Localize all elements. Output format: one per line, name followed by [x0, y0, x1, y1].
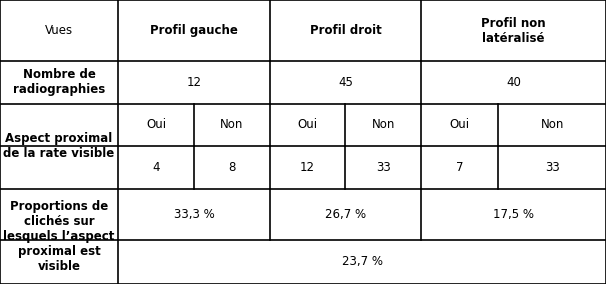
Text: Profil gauche: Profil gauche: [150, 24, 238, 37]
Text: 26,7 %: 26,7 %: [325, 208, 366, 221]
Text: 17,5 %: 17,5 %: [493, 208, 534, 221]
Text: 40: 40: [506, 76, 521, 89]
Text: Profil droit: Profil droit: [310, 24, 381, 37]
Text: Aspect proximal
de la rate visible: Aspect proximal de la rate visible: [4, 132, 115, 160]
Text: 33,3 %: 33,3 %: [173, 208, 215, 221]
Text: Non: Non: [220, 118, 244, 131]
Text: Vues: Vues: [45, 24, 73, 37]
Text: 8: 8: [228, 161, 236, 174]
Text: Non: Non: [371, 118, 395, 131]
Text: 33: 33: [376, 161, 391, 174]
Text: Proportions de
clichés sur
lesquels l’aspect
proximal est
visible: Proportions de clichés sur lesquels l’as…: [4, 200, 115, 273]
Text: 7: 7: [456, 161, 464, 174]
Text: Oui: Oui: [450, 118, 470, 131]
Text: 45: 45: [338, 76, 353, 89]
Text: Profil non
latéralisé: Profil non latéralisé: [481, 16, 546, 45]
Text: 12: 12: [187, 76, 201, 89]
Text: Oui: Oui: [146, 118, 166, 131]
Text: 4: 4: [152, 161, 160, 174]
Text: 12: 12: [300, 161, 315, 174]
Text: Nombre de
radiographies: Nombre de radiographies: [13, 68, 105, 96]
Text: Oui: Oui: [298, 118, 318, 131]
Text: Non: Non: [541, 118, 564, 131]
Text: 33: 33: [545, 161, 559, 174]
Text: 23,7 %: 23,7 %: [342, 256, 382, 268]
